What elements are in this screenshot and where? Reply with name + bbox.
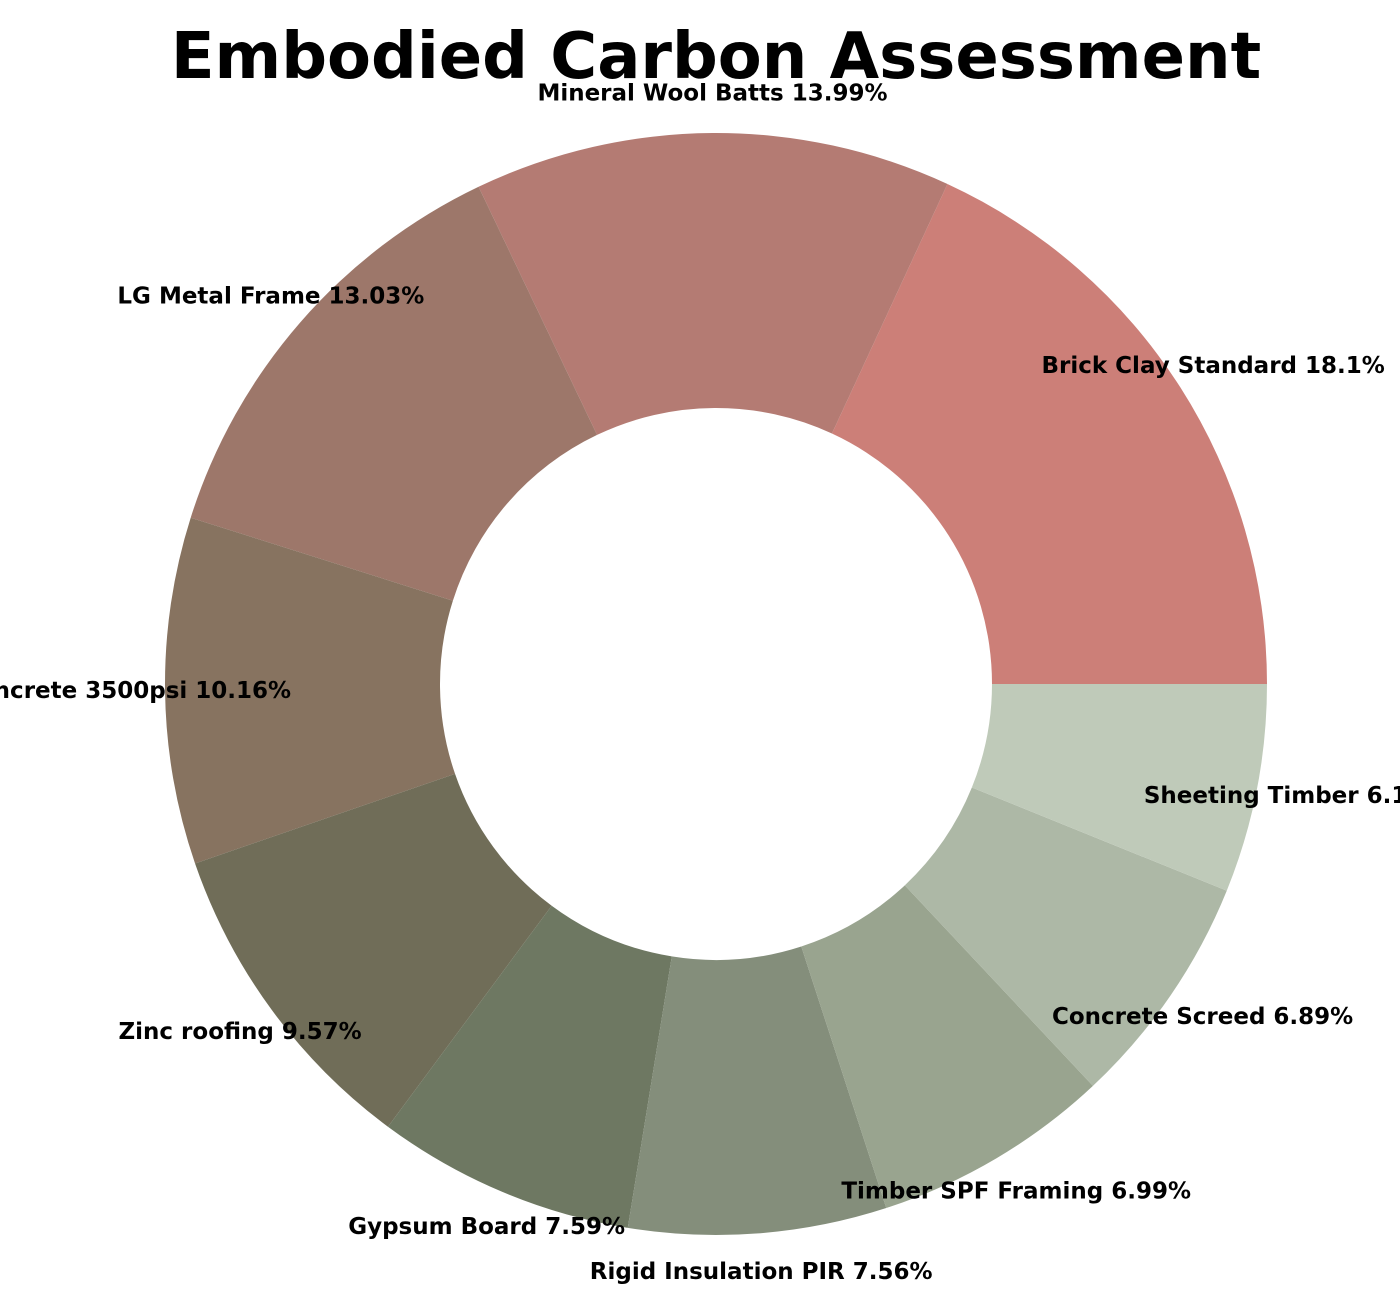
slice-lg-metal-frame [190, 186, 598, 601]
slice-label-zinc-roofing: Zinc roofing 9.57% [118, 1019, 361, 1045]
slice-label-mineral-wool-batts: Mineral Wool Batts 13.99% [537, 81, 887, 107]
slice-zinc-roofing [195, 773, 552, 1127]
slice-concrete-screed [904, 787, 1227, 1086]
slice-label-concrete-3500psi: Concrete 3500psi 10.16% [0, 678, 291, 704]
slice-label-timber-spf-framing: Timber SPF Framing 6.99% [841, 1178, 1191, 1204]
slice-label-lg-metal-frame: LG Metal Frame 13.03% [117, 283, 424, 309]
chart-title: Embodied Carbon Assessment [171, 20, 1261, 94]
slice-label-rigid-insulation-pir: Rigid Insulation PIR 7.56% [590, 1259, 933, 1285]
slice-label-gypsum-board: Gypsum Board 7.59% [348, 1214, 625, 1240]
slice-timber-spf-framing [801, 885, 1093, 1209]
slices-group [164, 132, 1267, 1235]
labels-group: Brick Clay Standard 18.1% Mineral Wool Ba… [0, 81, 1400, 1285]
slice-rigid-insulation-pir [627, 946, 887, 1235]
slice-sheeting-timber [971, 684, 1267, 891]
slice-label-concrete-screed: Concrete Screed 6.89% [1052, 1004, 1353, 1030]
slice-label-brick-clay-standard: Brick Clay Standard 18.1% [1041, 353, 1384, 379]
slice-gypsum-board [387, 905, 672, 1228]
slice-concrete-3500psi [164, 517, 456, 864]
slice-label-sheeting-timber: Sheeting Timber 6.12% [1144, 783, 1400, 809]
slice-mineral-wool-batts [478, 132, 948, 435]
slice-brick-clay-standard [831, 183, 1267, 685]
